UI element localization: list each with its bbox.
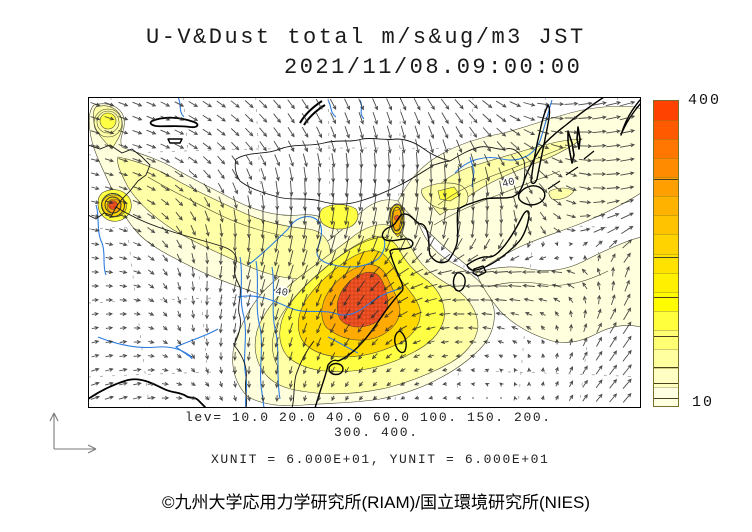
- colorbar-segment: [654, 253, 678, 273]
- colorbar-min-label: 10: [692, 394, 715, 411]
- map-panel: 40 40: [88, 97, 641, 408]
- colorbar-segment: [654, 291, 678, 311]
- colorbar-segment: [654, 158, 678, 178]
- contour-label: 40: [274, 286, 288, 300]
- colorbar-tick: [654, 179, 678, 181]
- plot-datetime: 2021/11/08.09:00:00: [284, 55, 583, 80]
- colorbar-max-label: 400: [688, 92, 722, 109]
- colorbar-tick: [654, 296, 678, 298]
- colorbar-segment: [654, 101, 678, 121]
- colorbar-tick: [654, 398, 678, 400]
- contour-label: 40: [501, 176, 516, 191]
- colorbar-segment: [654, 310, 678, 330]
- colorbar-segment: [654, 386, 678, 406]
- dust-shading: [88, 103, 641, 407]
- colorbar-segment: [654, 139, 678, 159]
- colorbar-segment: [654, 367, 678, 387]
- colorbar-tick: [654, 257, 678, 259]
- axes-indicator: [49, 412, 97, 454]
- plot-title: U-V&Dust total m/s&ug/m3 JST: [146, 25, 586, 50]
- contour-levels-line1: lev= 10.0 20.0 40.0 60.0 100. 150. 200.: [185, 410, 552, 425]
- colorbar-segment: [654, 234, 678, 254]
- contour-levels-line2: 300. 400.: [334, 425, 419, 440]
- map-canvas: 40 40: [88, 97, 641, 408]
- vector-units-line: XUNIT = 6.000E+01, YUNIT = 6.000E+01: [211, 452, 550, 467]
- colorbar-tick: [654, 335, 678, 337]
- colorbar-segment: [654, 177, 678, 197]
- contour-labels: 40 40: [273, 175, 518, 302]
- colorbar-tick: [654, 366, 678, 368]
- colorbar-segment: [654, 196, 678, 216]
- colorbar-segment: [654, 272, 678, 292]
- colorbar-segment: [654, 348, 678, 368]
- colorbar-segment: [654, 329, 678, 349]
- colorbar: [653, 100, 679, 407]
- colorbar-segment: [654, 215, 678, 235]
- colorbar-tick: [654, 382, 678, 384]
- map-frame: [88, 97, 641, 408]
- colorbar-segment: [654, 120, 678, 140]
- credit-line: ©九州大学応用力学研究所(RIAM)/国立環境研究所(NIES): [161, 493, 591, 512]
- coastlines: [88, 97, 641, 408]
- wind-vectors: [90, 98, 636, 403]
